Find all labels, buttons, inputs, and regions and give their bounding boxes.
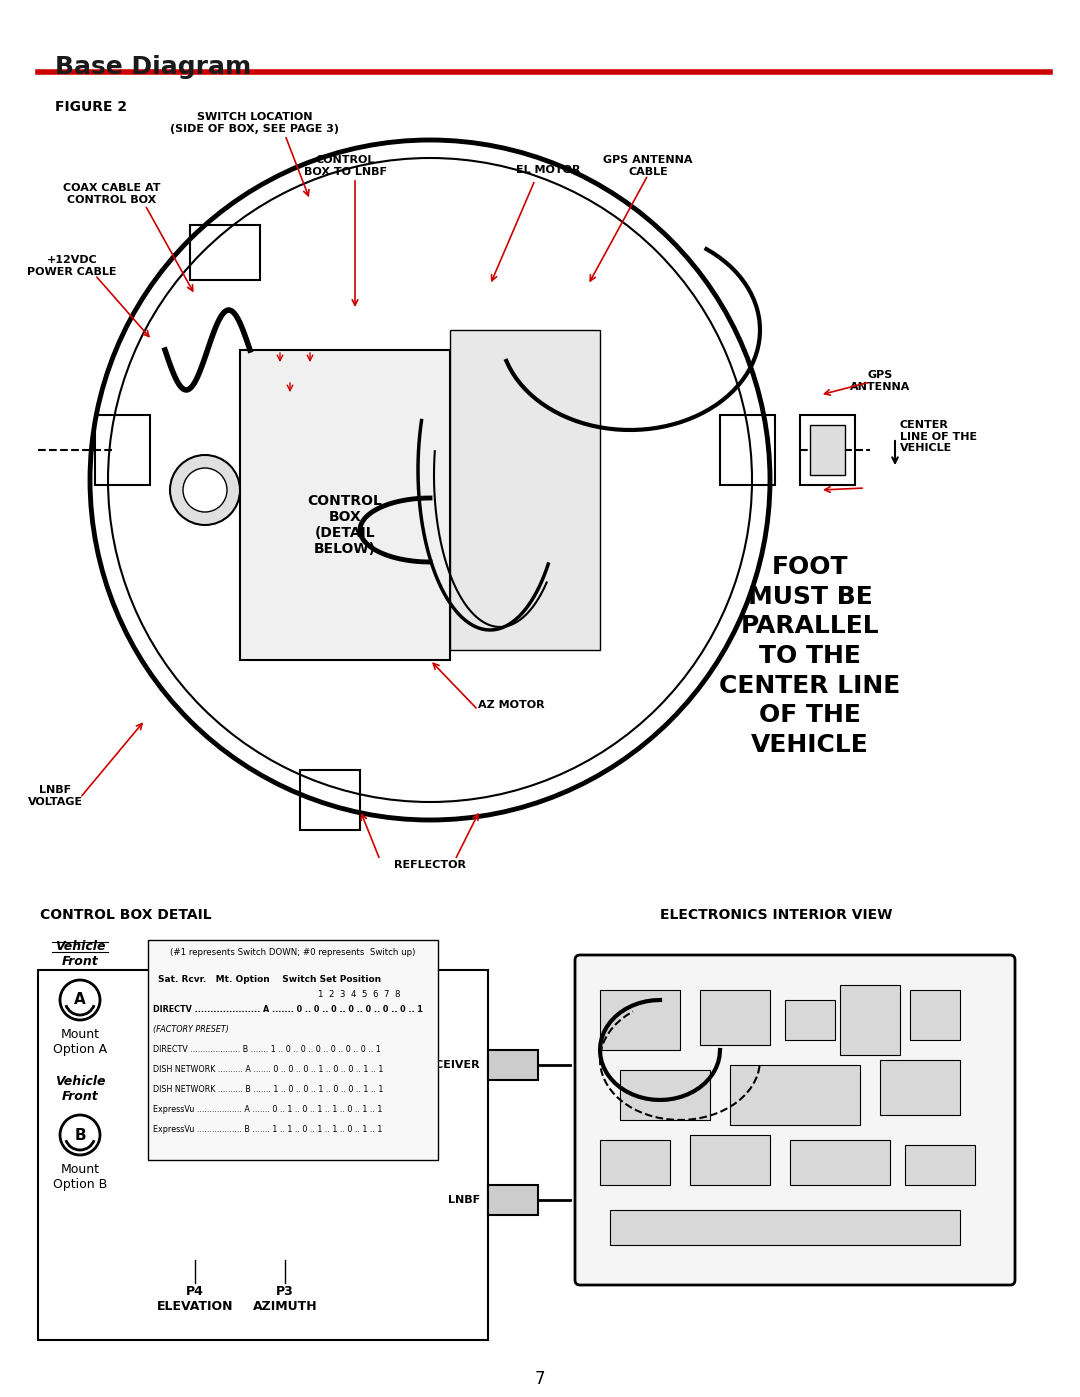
FancyBboxPatch shape	[575, 956, 1015, 1285]
Text: COAX CABLE AT
CONTROL BOX: COAX CABLE AT CONTROL BOX	[64, 183, 161, 204]
Text: Vehicle
Front: Vehicle Front	[55, 1076, 105, 1104]
Bar	[600, 990, 680, 1051]
Text: A: A	[75, 992, 86, 1007]
Text: CENTER
LINE OF THE
VEHICLE: CENTER LINE OF THE VEHICLE	[900, 420, 977, 453]
Text: CONTROL
BOX TO LNBF: CONTROL BOX TO LNBF	[303, 155, 387, 176]
Bar	[488, 1051, 538, 1080]
Bar	[800, 415, 855, 485]
Bar	[789, 1140, 890, 1185]
Text: DISH NETWORK .......... B ....... 1 .. 0 .. 0 .. 1 .. 0 .. 0 .. 1 .. 1: DISH NETWORK .......... B ....... 1 .. 0…	[153, 1085, 383, 1094]
Bar	[450, 330, 600, 650]
Text: GPS
ANTENNA: GPS ANTENNA	[850, 370, 910, 391]
Bar	[555, 950, 1045, 1310]
Text: ExpressVu .................. A ....... 0 .. 1 .. 0 .. 1 .. 1 .. 0 .. 1 .. 1: ExpressVu .................. A ....... 0…	[153, 1105, 382, 1113]
Text: Mount
Option B: Mount Option B	[53, 1162, 107, 1192]
Bar	[840, 985, 900, 1055]
Bar	[785, 1000, 835, 1039]
Bar	[700, 990, 770, 1045]
Bar	[240, 351, 450, 659]
Text: Base Diagram: Base Diagram	[55, 54, 252, 80]
Text: ELECTRONICS INTERIOR VIEW: ELECTRONICS INTERIOR VIEW	[660, 908, 892, 922]
Bar	[300, 770, 360, 830]
Text: Mount
Option A: Mount Option A	[53, 1028, 107, 1056]
Circle shape	[170, 455, 240, 525]
Circle shape	[183, 468, 227, 511]
Bar	[910, 990, 960, 1039]
Text: CONTROL
BOX
(DETAIL
BELOW): CONTROL BOX (DETAIL BELOW)	[308, 493, 382, 556]
Text: EL MOTOR: EL MOTOR	[516, 165, 580, 175]
Bar	[905, 1146, 975, 1185]
Bar	[720, 415, 775, 485]
Bar	[148, 940, 438, 1160]
Text: FOOT
MUST BE
PARALLEL
TO THE
CENTER LINE
OF THE
VEHICLE: FOOT MUST BE PARALLEL TO THE CENTER LINE…	[719, 555, 901, 757]
Text: P3
AZIMUTH: P3 AZIMUTH	[253, 1285, 318, 1313]
Text: Sat. Rcvr.   Mt. Option    Switch Set Position: Sat. Rcvr. Mt. Option Switch Set Positio…	[158, 975, 381, 983]
Text: SWITCH LOCATION
(SIDE OF BOX, SEE PAGE 3): SWITCH LOCATION (SIDE OF BOX, SEE PAGE 3…	[171, 112, 339, 134]
Bar	[690, 1134, 770, 1185]
Text: LNBF: LNBF	[448, 1194, 480, 1206]
Text: 1  2  3  4  5  6  7  8: 1 2 3 4 5 6 7 8	[318, 990, 401, 999]
Text: CONTROL BOX DETAIL: CONTROL BOX DETAIL	[40, 908, 212, 922]
Bar	[38, 970, 488, 1340]
Text: GPS ANTENNA
CABLE: GPS ANTENNA CABLE	[604, 155, 692, 176]
Text: ExpressVu .................. B ....... 1 .. 1 .. 0 .. 1 .. 1 .. 0 .. 1 .. 1: ExpressVu .................. B ....... 1…	[153, 1125, 382, 1134]
Text: RECEIVER: RECEIVER	[419, 1060, 480, 1070]
Text: +12VDC
POWER CABLE: +12VDC POWER CABLE	[27, 256, 117, 277]
Text: DISH NETWORK .......... A ....... 0 .. 0 .. 0 .. 1 .. 0 .. 0 .. 1 .. 1: DISH NETWORK .......... A ....... 0 .. 0…	[153, 1065, 383, 1074]
Text: REFLECTOR: REFLECTOR	[394, 861, 465, 870]
Text: DIRECTV ..................... A ....... 0 .. 0 .. 0 .. 0 .. 0 .. 0 .. 0 .. 1: DIRECTV ..................... A ....... …	[153, 1004, 423, 1014]
Bar	[600, 1140, 670, 1185]
Text: FIGURE 2: FIGURE 2	[55, 101, 127, 115]
Text: DIRECTV .................... B ....... 1 .. 0 .. 0 .. 0 .. 0 .. 0 .. 0 .. 1: DIRECTV .................... B ....... 1…	[153, 1045, 381, 1053]
Bar	[620, 1070, 710, 1120]
Text: (#1 represents Switch DOWN; #0 represents  Switch up): (#1 represents Switch DOWN; #0 represent…	[171, 949, 416, 957]
Text: AZ MOTOR: AZ MOTOR	[478, 700, 544, 710]
Text: (FACTORY PRESET): (FACTORY PRESET)	[153, 1025, 229, 1034]
Bar	[610, 1210, 960, 1245]
Text: B: B	[75, 1127, 85, 1143]
Bar	[880, 1060, 960, 1115]
Bar	[488, 1185, 538, 1215]
Bar	[95, 415, 150, 485]
Bar	[810, 425, 845, 475]
Text: 7: 7	[535, 1370, 545, 1389]
Text: P4
ELEVATION: P4 ELEVATION	[157, 1285, 233, 1313]
Text: Vehicle
Front: Vehicle Front	[55, 940, 105, 968]
Text: LNBF
VOLTAGE: LNBF VOLTAGE	[27, 785, 82, 806]
Bar	[190, 225, 260, 279]
Bar	[730, 1065, 860, 1125]
